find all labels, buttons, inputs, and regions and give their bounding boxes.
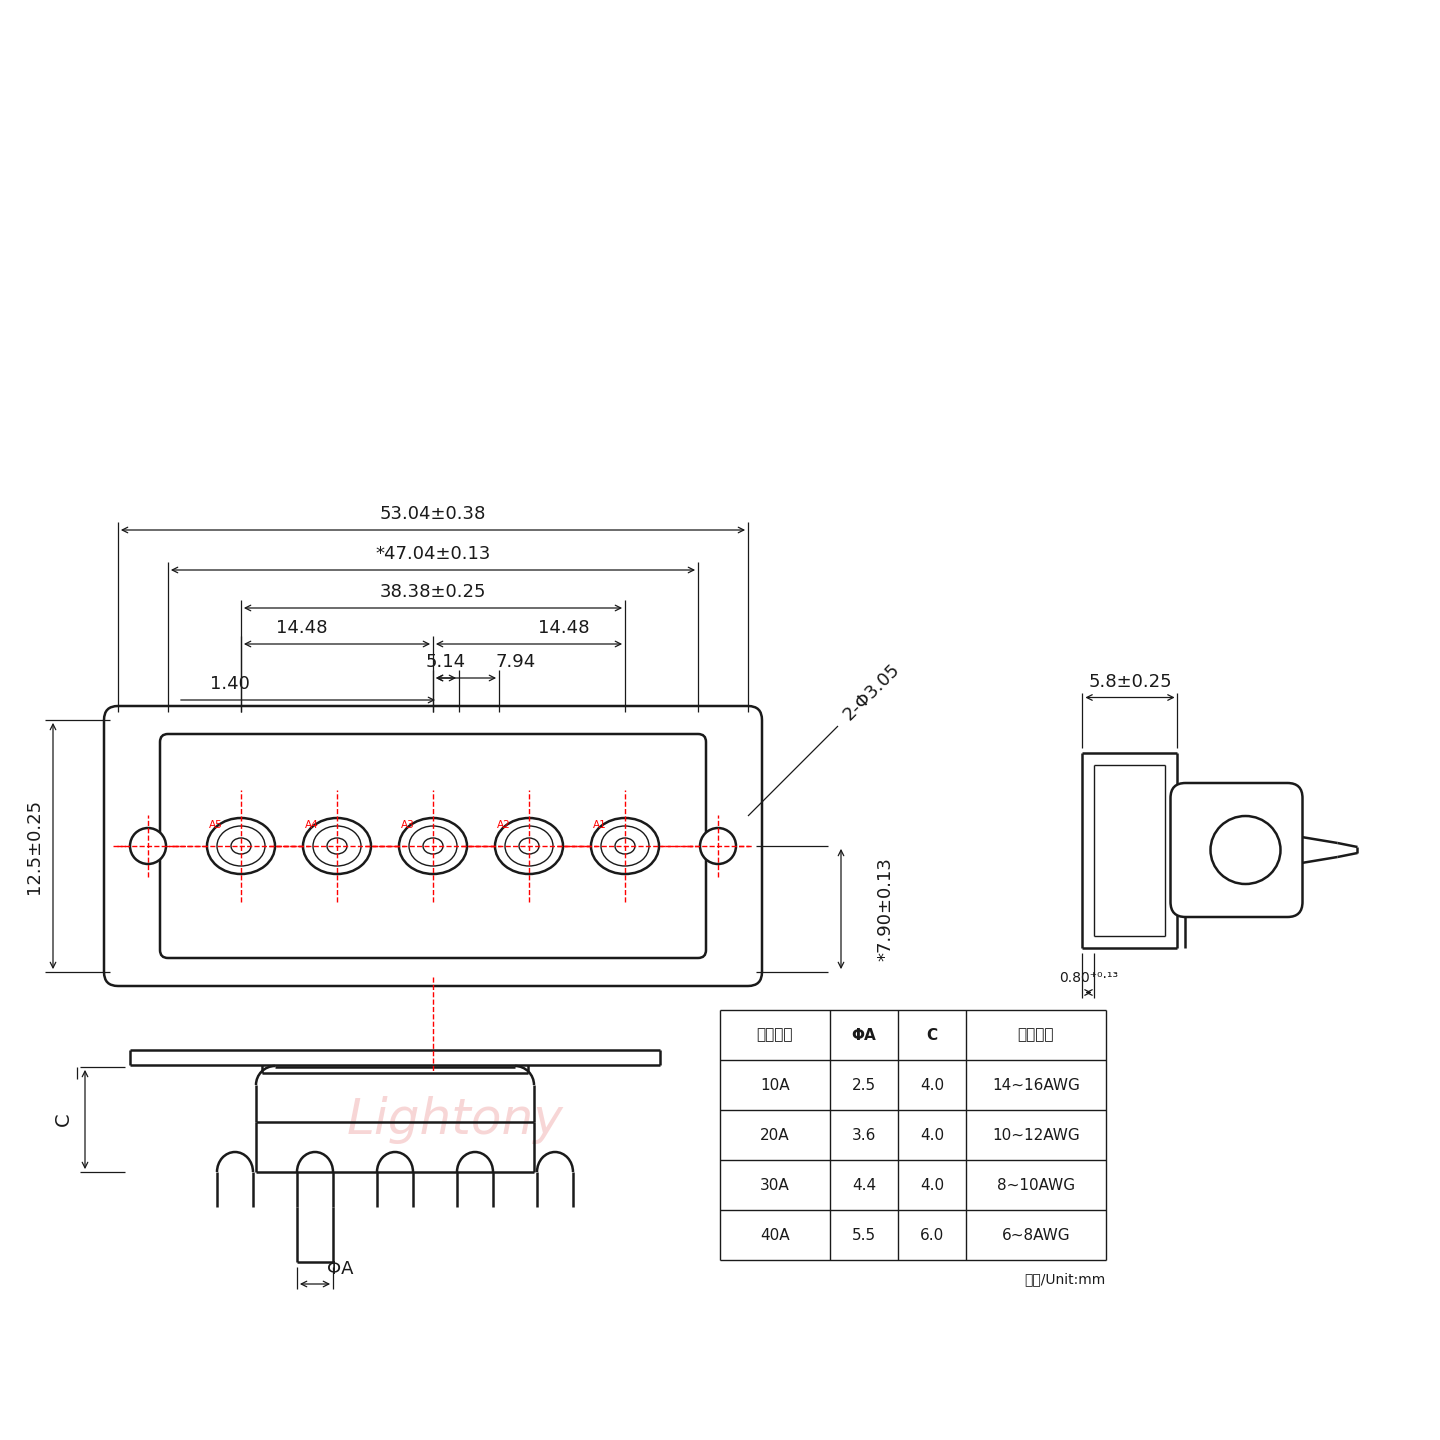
- Circle shape: [130, 828, 166, 864]
- Ellipse shape: [590, 818, 660, 874]
- Text: A2: A2: [497, 819, 511, 829]
- Text: C: C: [55, 1113, 73, 1126]
- Text: 4.0: 4.0: [920, 1128, 945, 1142]
- Ellipse shape: [600, 827, 649, 865]
- Text: 12.5±0.25: 12.5±0.25: [24, 798, 43, 894]
- Text: 14.48: 14.48: [276, 619, 328, 636]
- Ellipse shape: [615, 838, 635, 854]
- Text: 30A: 30A: [760, 1178, 791, 1192]
- FancyBboxPatch shape: [104, 706, 762, 986]
- Ellipse shape: [1211, 816, 1280, 884]
- Text: 10~12AWG: 10~12AWG: [992, 1128, 1080, 1142]
- Text: 5.14: 5.14: [426, 652, 467, 671]
- Ellipse shape: [505, 827, 553, 865]
- Text: 38.38±0.25: 38.38±0.25: [380, 583, 487, 600]
- Text: 6.0: 6.0: [920, 1227, 945, 1243]
- Text: 20A: 20A: [760, 1128, 789, 1142]
- Text: 额定电流: 额定电流: [757, 1028, 793, 1043]
- Text: 1.40: 1.40: [210, 675, 251, 693]
- Text: 5.5: 5.5: [852, 1227, 876, 1243]
- Text: 4.0: 4.0: [920, 1077, 945, 1093]
- Text: 14.48: 14.48: [539, 619, 590, 636]
- Text: 4.4: 4.4: [852, 1178, 876, 1192]
- Text: 53.04±0.38: 53.04±0.38: [380, 505, 487, 523]
- Text: 2-Φ3.05: 2-Φ3.05: [840, 661, 904, 724]
- FancyBboxPatch shape: [1171, 783, 1303, 917]
- Text: 5.8±0.25: 5.8±0.25: [1089, 672, 1172, 691]
- Ellipse shape: [423, 838, 444, 854]
- Ellipse shape: [207, 818, 275, 874]
- Ellipse shape: [217, 827, 265, 865]
- Text: 40A: 40A: [760, 1227, 789, 1243]
- Text: A1: A1: [593, 819, 606, 829]
- Text: 4.0: 4.0: [920, 1178, 945, 1192]
- Text: *47.04±0.13: *47.04±0.13: [376, 544, 491, 563]
- Text: 单位/Unit:mm: 单位/Unit:mm: [1025, 1272, 1106, 1286]
- Ellipse shape: [409, 827, 456, 865]
- Ellipse shape: [312, 827, 361, 865]
- Text: A3: A3: [400, 819, 415, 829]
- Ellipse shape: [518, 838, 539, 854]
- FancyBboxPatch shape: [160, 734, 706, 958]
- Text: A5: A5: [209, 819, 223, 829]
- Text: 线材规格: 线材规格: [1018, 1028, 1054, 1043]
- Text: 8~10AWG: 8~10AWG: [996, 1178, 1076, 1192]
- Ellipse shape: [327, 838, 347, 854]
- Ellipse shape: [399, 818, 467, 874]
- Text: 10A: 10A: [760, 1077, 789, 1093]
- Text: *7.90±0.13: *7.90±0.13: [876, 857, 894, 960]
- Text: 6~8AWG: 6~8AWG: [1002, 1227, 1070, 1243]
- Text: Lightony: Lightony: [347, 1096, 563, 1143]
- Circle shape: [700, 828, 736, 864]
- Text: Lightony: Lightony: [347, 808, 599, 864]
- Ellipse shape: [230, 838, 251, 854]
- Text: ΦA: ΦA: [327, 1260, 353, 1279]
- Ellipse shape: [495, 818, 563, 874]
- Text: C: C: [926, 1028, 937, 1043]
- Text: A4: A4: [305, 819, 318, 829]
- Ellipse shape: [302, 818, 372, 874]
- Text: ΦA: ΦA: [851, 1028, 877, 1043]
- Text: 0.80⁺⁰⋅¹³: 0.80⁺⁰⋅¹³: [1058, 972, 1117, 985]
- Text: 14~16AWG: 14~16AWG: [992, 1077, 1080, 1093]
- Text: 7.94: 7.94: [495, 652, 536, 671]
- Text: 3.6: 3.6: [852, 1128, 876, 1142]
- Text: 2.5: 2.5: [852, 1077, 876, 1093]
